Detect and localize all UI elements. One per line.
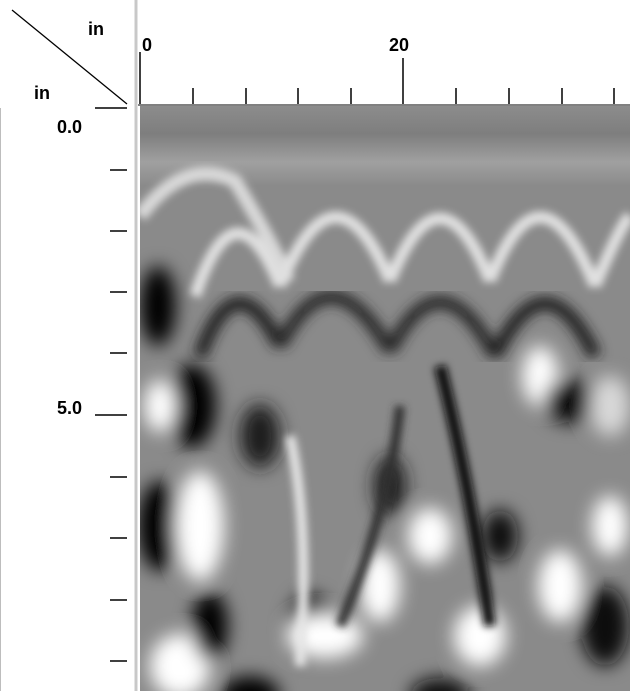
distance-ruler xyxy=(138,0,630,110)
radargram-image xyxy=(140,106,630,691)
corner-divider xyxy=(11,9,128,105)
distance-label-0: 0 xyxy=(142,35,153,55)
x-unit-label: in xyxy=(88,19,104,39)
hyperbola-set-light xyxy=(140,166,630,298)
depth-label-5: 5.0 xyxy=(57,398,83,418)
distance-ruler-graphics xyxy=(138,52,630,106)
hyperbola-set-dark xyxy=(193,290,602,360)
depth-ruler-graphics xyxy=(0,0,138,691)
radargram-view[interactable] xyxy=(140,106,630,691)
dipping-reflection xyxy=(285,364,496,667)
distance-label-20: 20 xyxy=(389,35,410,55)
depth-label-0: 0.0 xyxy=(57,117,83,137)
depth-ruler xyxy=(0,0,138,691)
y-unit-label: in xyxy=(34,83,50,103)
deep-reflections xyxy=(140,266,630,691)
